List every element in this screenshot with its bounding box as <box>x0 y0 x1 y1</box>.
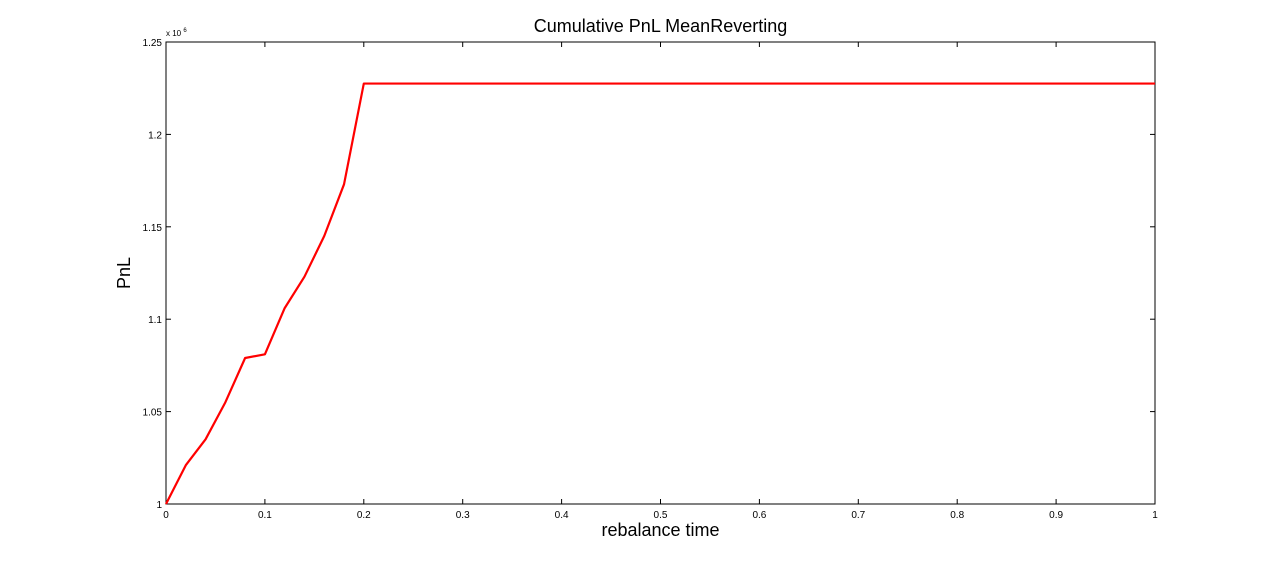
chart-title: Cumulative PnL MeanReverting <box>534 16 787 36</box>
series-line <box>165 82 1155 505</box>
x-tick-label: 0.9 <box>1049 510 1063 521</box>
x-tick-label: 0.6 <box>752 510 766 521</box>
y-tick-label: 1.2 <box>148 130 162 141</box>
x-tick-label: 0.8 <box>950 510 964 521</box>
x-axis-label: rebalance time <box>601 520 719 540</box>
x-axis-ticks: 0 0.1 0.2 0.3 0.4 0.5 0.6 0.7 0.8 0.9 1 <box>163 42 1158 521</box>
y-tick-label: 1.1 <box>148 315 162 326</box>
x-tick-label: 1 <box>1152 510 1158 521</box>
x-tick-label: 0.3 <box>456 510 470 521</box>
x-tick-label: 0.4 <box>555 510 569 521</box>
x-tick-label: 0.7 <box>851 510 865 521</box>
x-tick-label: 0.1 <box>258 510 272 521</box>
y-tick-label: 1.05 <box>143 408 163 419</box>
y-tick-label: 1.25 <box>143 38 163 49</box>
plot-area <box>165 41 1156 505</box>
y-axis-multiplier: x 10 6 <box>166 28 187 38</box>
y-multiplier-exponent: 6 <box>183 28 187 34</box>
series-layer <box>165 82 1155 505</box>
y-tick-label: 1.15 <box>143 223 163 234</box>
x-tick-label: 0 <box>163 510 169 521</box>
y-axis-label: PnL <box>114 257 134 289</box>
y-multiplier-base: x 10 <box>166 29 182 38</box>
x-tick-label: 0.5 <box>654 510 668 521</box>
x-tick-label: 0.2 <box>357 510 371 521</box>
y-tick-label: 1 <box>156 500 162 511</box>
